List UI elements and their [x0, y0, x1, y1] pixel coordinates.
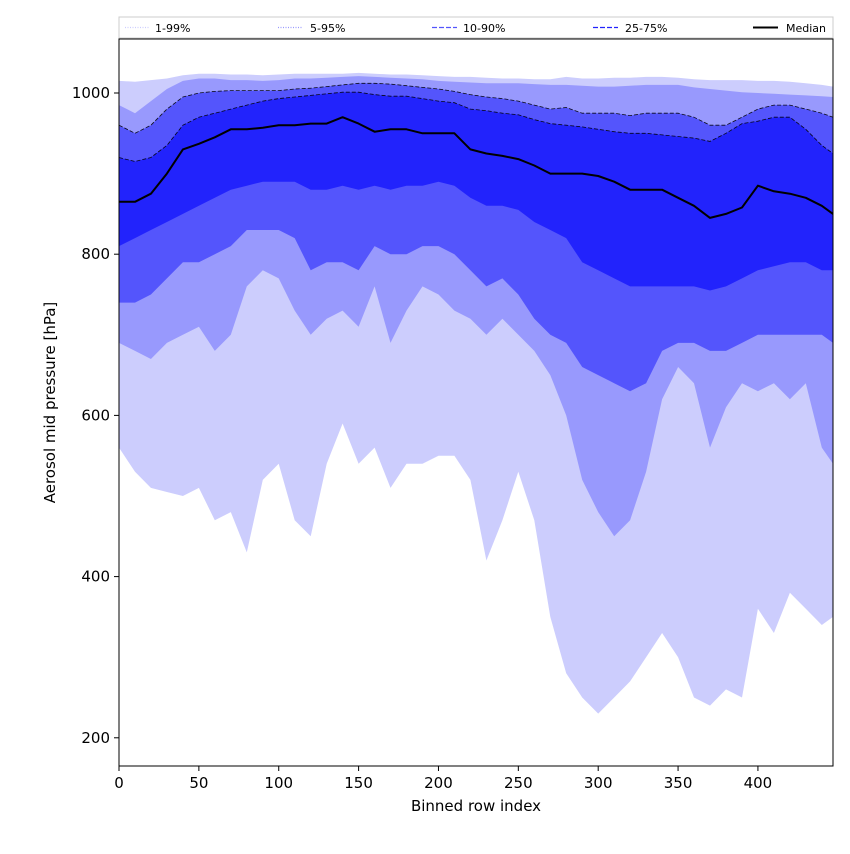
x-tick-label: 250	[504, 774, 533, 792]
legend-box	[118, 16, 834, 39]
y-axis: 200 400 600 800 1000	[72, 84, 119, 747]
y-tick-label: 1000	[72, 84, 110, 102]
x-tick-label: 350	[664, 774, 693, 792]
legend-label: 1-99%	[155, 22, 190, 35]
x-tick-label: 0	[114, 774, 124, 792]
bands-layer	[118, 72, 834, 714]
band-25-75pct	[119, 92, 833, 291]
legend-label: 10-90%	[463, 22, 505, 35]
y-tick-label: 400	[81, 568, 110, 586]
y-tick-label: 800	[81, 245, 110, 263]
y-tick-label: 600	[81, 406, 110, 424]
legend-label: 25-75%	[625, 22, 667, 35]
legend: 1-99% 5-95% 10-90% 25-75% Median	[118, 16, 834, 39]
x-tick-label: 400	[744, 774, 773, 792]
series-layer	[119, 116, 834, 219]
x-tick-label: 50	[189, 774, 208, 792]
legend-label: Median	[786, 22, 826, 35]
band-edge-upper	[118, 91, 834, 162]
y-axis-label: Aerosol mid pressure [hPa]	[41, 302, 59, 504]
x-axis-label: Binned row index	[411, 797, 541, 815]
series-median-line	[119, 116, 834, 219]
x-tick-label: 150	[344, 774, 373, 792]
x-tick-label: 100	[264, 774, 293, 792]
y-tick-label: 200	[81, 729, 110, 747]
x-axis: 0 50 100 150 200 250 300 350 400	[114, 766, 772, 792]
plot-frame	[118, 38, 834, 767]
x-tick-label: 300	[584, 774, 613, 792]
x-tick-label: 200	[424, 774, 453, 792]
legend-label: 5-95%	[310, 22, 345, 35]
band-edge-upper	[118, 82, 834, 134]
